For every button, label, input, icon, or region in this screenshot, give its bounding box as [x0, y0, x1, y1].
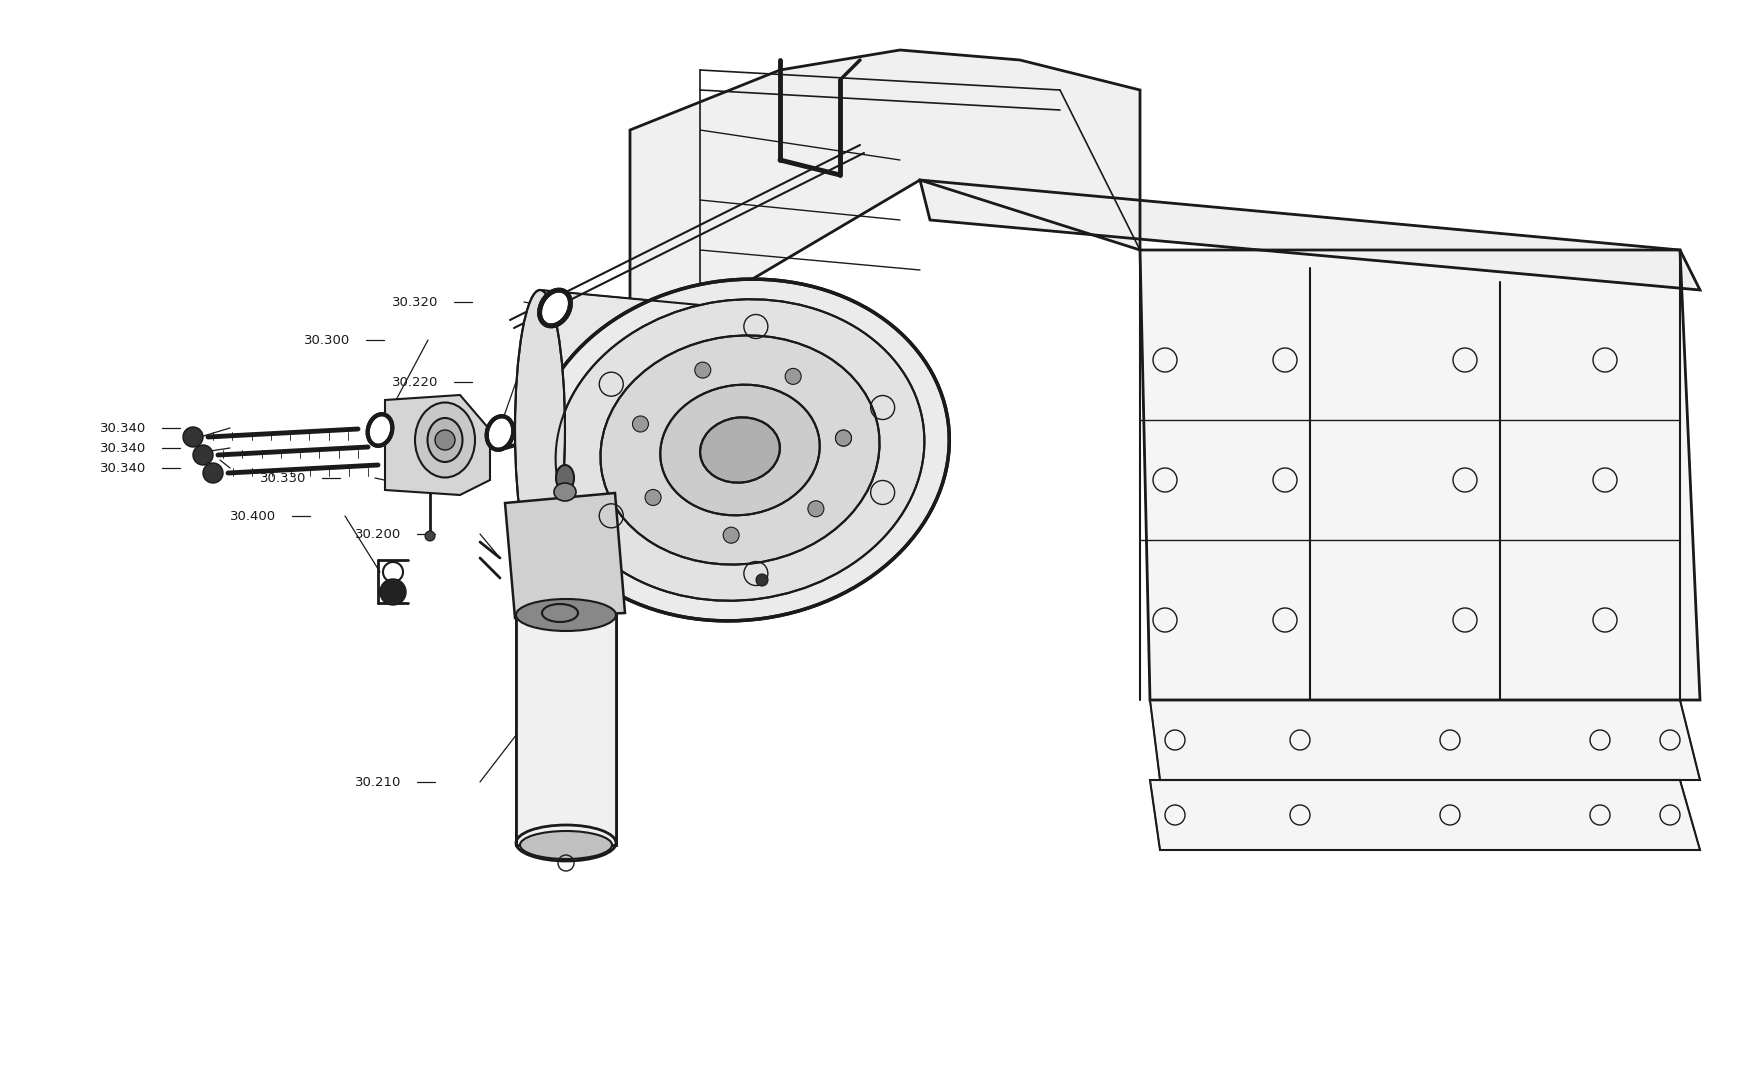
Polygon shape: [630, 50, 1139, 350]
Circle shape: [203, 463, 223, 483]
Circle shape: [755, 574, 767, 586]
Polygon shape: [920, 180, 1699, 290]
Circle shape: [193, 445, 212, 465]
Circle shape: [784, 368, 800, 384]
Polygon shape: [516, 615, 616, 845]
Text: 30.340: 30.340: [99, 422, 146, 434]
Circle shape: [631, 416, 649, 432]
Polygon shape: [504, 493, 624, 618]
Circle shape: [379, 579, 405, 605]
Circle shape: [424, 531, 435, 541]
Ellipse shape: [367, 414, 391, 446]
Text: 30.320: 30.320: [391, 295, 438, 308]
Ellipse shape: [539, 290, 570, 326]
Ellipse shape: [556, 465, 574, 491]
Text: 30.220: 30.220: [391, 376, 438, 388]
Polygon shape: [539, 290, 699, 570]
Ellipse shape: [520, 831, 612, 859]
Polygon shape: [1139, 250, 1699, 700]
Circle shape: [723, 528, 739, 544]
Circle shape: [835, 430, 850, 446]
Ellipse shape: [516, 599, 616, 631]
Polygon shape: [1149, 700, 1699, 780]
Ellipse shape: [659, 385, 819, 516]
Circle shape: [807, 501, 824, 517]
Ellipse shape: [600, 335, 878, 565]
Text: 30.300: 30.300: [304, 334, 350, 347]
Ellipse shape: [541, 603, 577, 622]
Circle shape: [183, 427, 203, 447]
Polygon shape: [1149, 780, 1699, 850]
Polygon shape: [384, 395, 490, 495]
Circle shape: [645, 489, 661, 505]
Text: 30.230: 30.230: [553, 482, 600, 494]
Text: 30.210: 30.210: [355, 776, 402, 789]
Ellipse shape: [428, 418, 463, 462]
Text: 30.340: 30.340: [99, 442, 146, 455]
Text: 30.200: 30.200: [355, 528, 402, 540]
Circle shape: [435, 430, 454, 450]
Ellipse shape: [515, 290, 565, 570]
Text: 30.400: 30.400: [230, 509, 277, 522]
Ellipse shape: [530, 279, 949, 621]
Ellipse shape: [699, 417, 779, 483]
Ellipse shape: [487, 416, 513, 449]
Text: 30.340: 30.340: [99, 461, 146, 474]
Text: 30.330: 30.330: [259, 472, 306, 485]
Circle shape: [694, 362, 711, 378]
Ellipse shape: [555, 300, 923, 600]
Ellipse shape: [416, 402, 475, 477]
Ellipse shape: [553, 483, 576, 501]
Circle shape: [835, 430, 850, 446]
